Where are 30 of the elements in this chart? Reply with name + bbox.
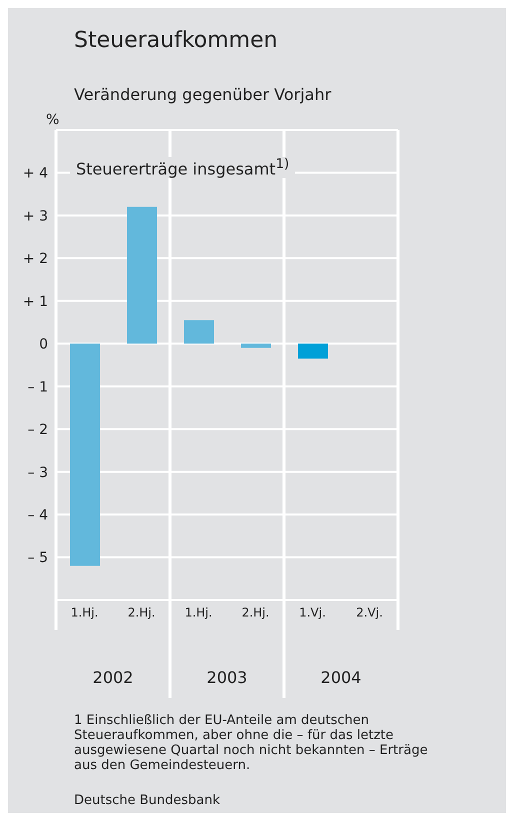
text: Deutsche Bundesbank (74, 793, 220, 808)
y-tick-label: + 2 (22, 251, 48, 268)
x-tick-label: 1.Hj. (184, 606, 212, 620)
chart-title: Steueraufkommen (74, 28, 278, 53)
y-tick-label: + 1 (22, 294, 48, 310)
x-tick-label: 2.Hj. (128, 606, 156, 620)
bar (127, 206, 157, 344)
y-tick-label: – 2 (28, 422, 48, 438)
text: 2004 (320, 668, 362, 687)
chart-subtitle: Veränderung gegenüber Vorjahr (74, 85, 332, 104)
bar (298, 344, 328, 359)
y-tick-label: – 1 (28, 379, 48, 396)
bar (241, 344, 271, 348)
y-tick-label: + 3 (22, 208, 48, 224)
y-tick-label: + 4 (22, 166, 48, 182)
y-axis-title: % (46, 112, 60, 128)
y-tick-label: – 3 (28, 464, 48, 481)
bar (184, 320, 214, 344)
x-tick-label: 1.Vj. (299, 606, 326, 620)
text: 1 Einschließlich der EU-Anteile am deutschen Steueraufkommen, aber ohne die – für das letzte ausgewiesene Quartal noch nicht bekannten – Erträge aus den Gemeindesteuern. (74, 713, 429, 773)
y-tick-label: 0 (39, 336, 48, 353)
x-tick-label: 2.Vj. (356, 606, 383, 620)
x-tick-label: 2.Hj. (242, 606, 270, 620)
annotation: Steuererträge insgesamt$^{1)}$ (70, 157, 296, 178)
y-tick-label: – 5 (28, 550, 48, 566)
y-tick-label: – 4 (28, 508, 48, 524)
x-tick-label: 1.Hj. (70, 606, 98, 620)
text: 2003 (206, 668, 248, 687)
bar (70, 344, 100, 566)
text: 2002 (92, 668, 134, 687)
